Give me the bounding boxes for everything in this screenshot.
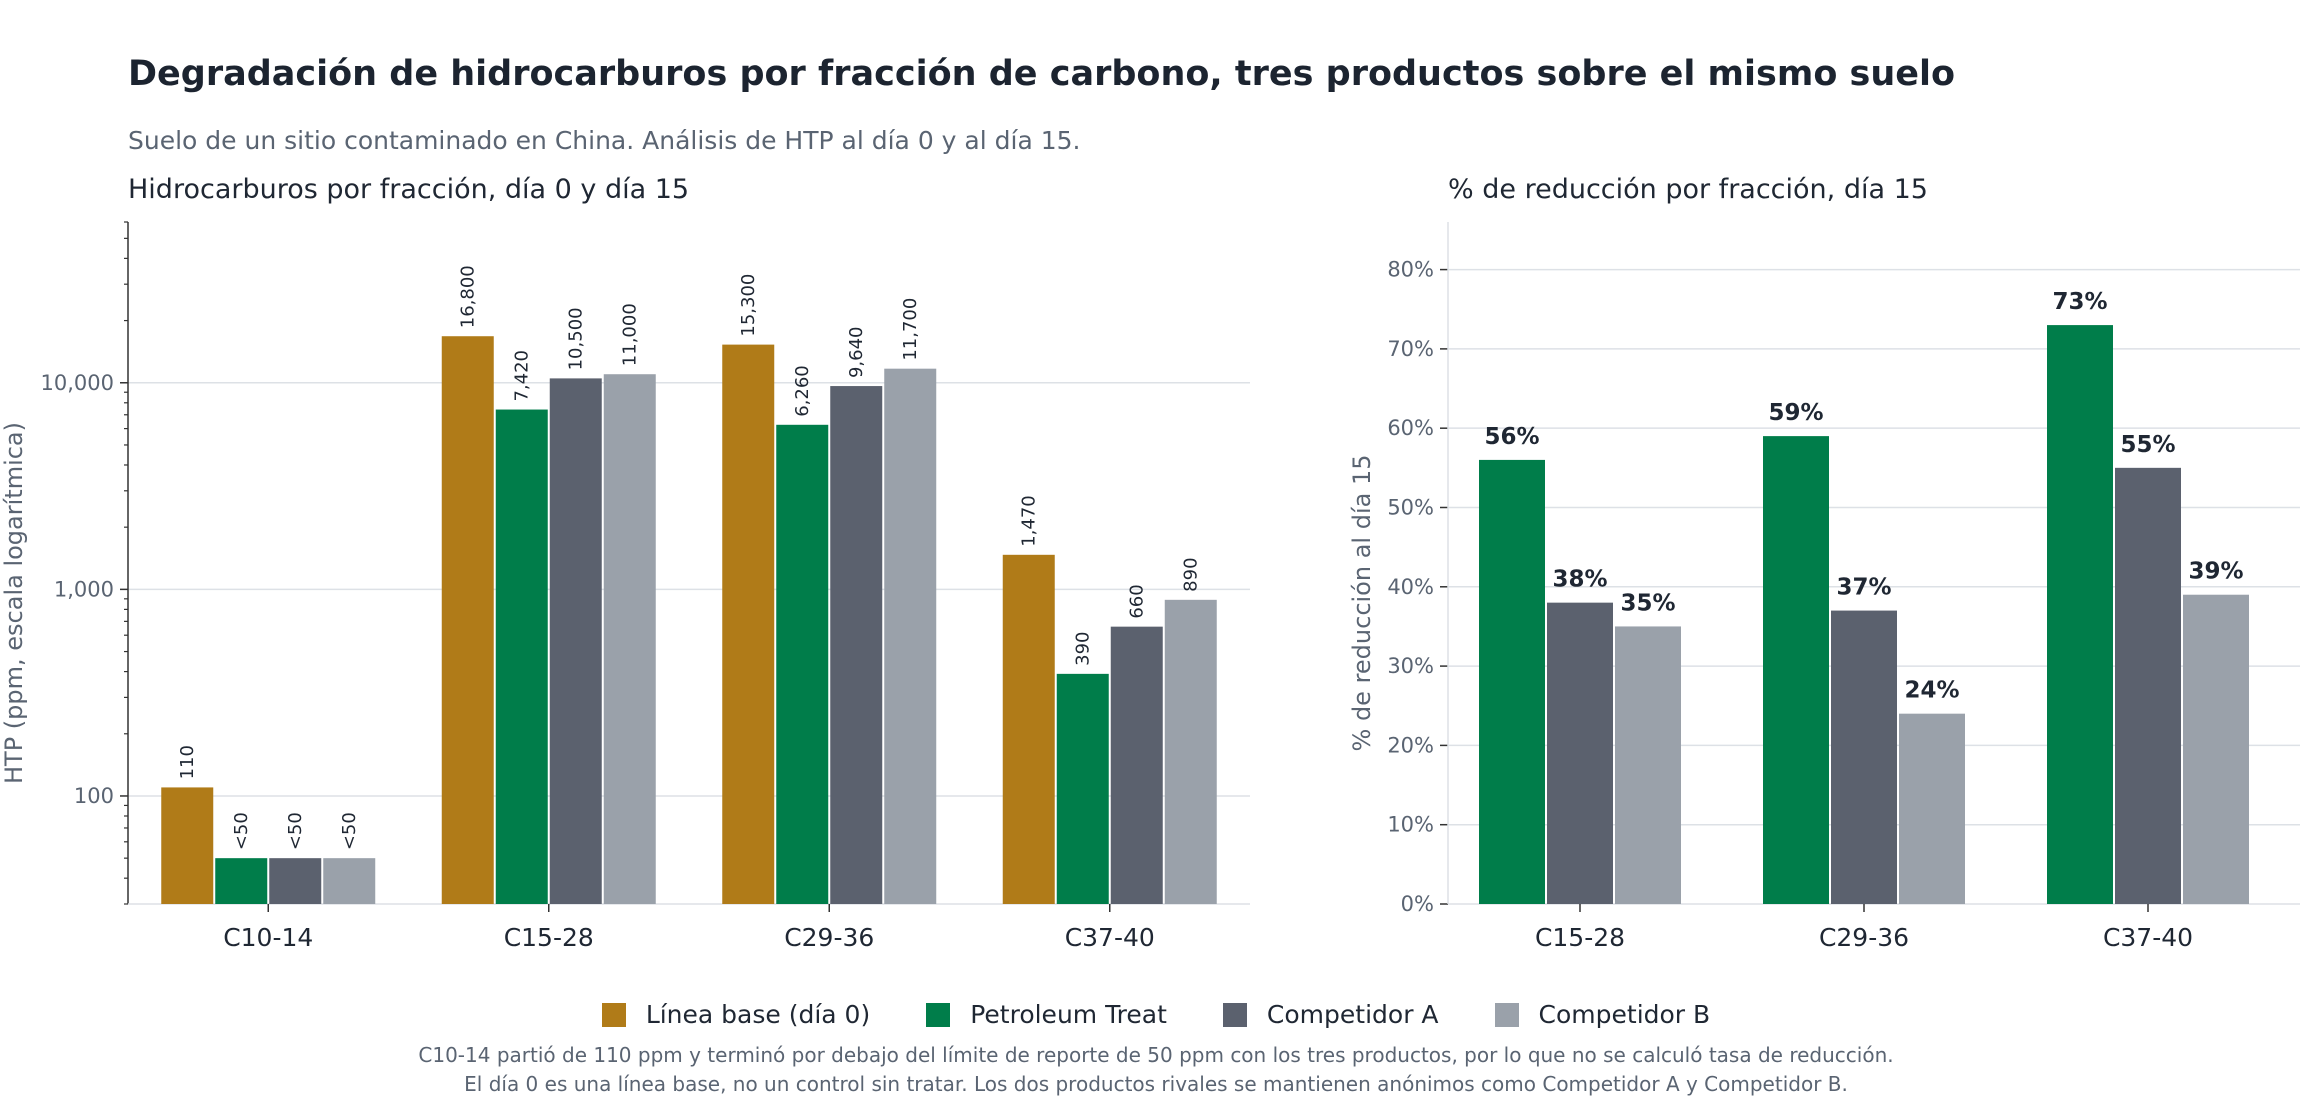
- right-x-tick-label-c37-40: C37-40: [2103, 923, 2193, 952]
- left-bar-label-c37-40-competidor-a: 660: [1127, 584, 1148, 618]
- right-bar-label-c29-36-petroleum-treat: 59%: [1768, 400, 1823, 426]
- legend-item-competitor-a: Competidor A: [1222, 1000, 1439, 1029]
- right-y-axis-label: % de reducción al día 15: [1348, 455, 1376, 752]
- right-bar-c29-36-competidor-a: [1831, 610, 1897, 904]
- right-bar-c15-28-competidor-a: [1547, 602, 1613, 904]
- left-x-tick-label-c37-40: C37-40: [1065, 923, 1155, 952]
- left-bar-c10-14-competidor-a: [269, 858, 322, 904]
- left-bar-c37-40-competidor-a: [1110, 626, 1163, 904]
- legend-swatch-petroleum-treat: [926, 1002, 951, 1027]
- right-y-tick-label: 10%: [1387, 813, 1434, 837]
- left-bar-c29-36-competidor-a: [830, 386, 883, 904]
- left-y-axis-label: HTP (ppm, escala logarítmica): [0, 422, 28, 784]
- left-bar-label-c15-28-competidor-a: 10,500: [566, 307, 587, 370]
- left-x-tick-label-c10-14: C10-14: [223, 923, 313, 952]
- chart-subtitle: Suelo de un sitio contaminado en China. …: [128, 126, 1081, 155]
- left-bar-label-c29-36-petroleum-treat: 6,260: [792, 365, 813, 417]
- right-y-tick-label: 30%: [1387, 654, 1434, 678]
- legend-label-baseline: Línea base (día 0): [645, 1000, 871, 1029]
- left-bar-label-c10-14-linea-base-dia-0: 110: [177, 745, 198, 779]
- left-bar-c15-28-competidor-b: [603, 374, 656, 904]
- left-bar-label-c15-28-linea-base-dia-0: 16,800: [458, 265, 479, 328]
- legend: Línea base (día 0) Petroleum Treat Compe…: [0, 1000, 2312, 1029]
- left-panel-title: Hidrocarburos por fracción, día 0 y día …: [128, 174, 689, 205]
- right-bar-label-c29-36-competidor-a: 37%: [1836, 575, 1891, 601]
- footnote-line-2: El día 0 es una línea base, no un contro…: [464, 1072, 1848, 1096]
- legend-label-petroleum-treat: Petroleum Treat: [970, 1000, 1167, 1029]
- left-bar-label-c29-36-competidor-a: 9,640: [846, 327, 867, 379]
- right-bar-label-c15-28-competidor-a: 38%: [1552, 567, 1607, 593]
- left-bar-label-c37-40-linea-base-dia-0: 1,470: [1019, 495, 1040, 547]
- legend-label-competitor-a: Competidor A: [1266, 1000, 1439, 1029]
- right-bar-c37-40-petroleum-treat: [2047, 325, 2113, 904]
- left-bar-c37-40-petroleum-treat: [1056, 673, 1109, 904]
- right-y-tick-label: 40%: [1387, 575, 1434, 599]
- right-x-tick-label-c15-28: C15-28: [1535, 923, 1625, 952]
- left-bar-c29-36-competidor-b: [884, 368, 937, 904]
- left-bar-c29-36-linea-base-dia-0: [722, 344, 775, 904]
- legend-item-competitor-b: Competidor B: [1494, 1000, 1711, 1029]
- left-y-tick-label: 100: [74, 784, 114, 808]
- left-bar-label-c29-36-competidor-b: 11,700: [900, 298, 921, 361]
- right-bar-c37-40-competidor-a: [2115, 467, 2181, 904]
- right-y-tick-label: 20%: [1387, 733, 1434, 757]
- left-bar-c10-14-competidor-b: [323, 858, 376, 904]
- right-bar-label-c37-40-competidor-b: 39%: [2188, 559, 2243, 585]
- left-bar-label-c10-14-petroleum-treat: <50: [231, 812, 252, 850]
- left-x-tick-label-c15-28: C15-28: [504, 923, 594, 952]
- right-bar-label-c29-36-competidor-b: 24%: [1904, 678, 1959, 704]
- left-bar-label-c37-40-petroleum-treat: 390: [1073, 631, 1094, 665]
- footnote-line-1: C10-14 partió de 110 ppm y terminó por d…: [418, 1043, 1894, 1067]
- left-bar-c10-14-petroleum-treat: [215, 858, 268, 904]
- right-bar-label-c37-40-petroleum-treat: 73%: [2052, 289, 2107, 315]
- legend-swatch-competitor-b: [1494, 1002, 1519, 1027]
- right-bar-label-c15-28-petroleum-treat: 56%: [1484, 424, 1539, 450]
- right-bar-label-c37-40-competidor-a: 55%: [2120, 432, 2175, 458]
- right-y-tick-label: 60%: [1387, 416, 1434, 440]
- legend-swatch-baseline: [601, 1002, 626, 1027]
- right-bar-label-c15-28-competidor-b: 35%: [1620, 590, 1675, 616]
- left-bar-label-c10-14-competidor-b: <50: [339, 812, 360, 850]
- left-bar-label-c37-40-competidor-b: 890: [1181, 557, 1202, 591]
- left-bar-c37-40-linea-base-dia-0: [1002, 554, 1055, 904]
- left-bar-label-c29-36-linea-base-dia-0: 15,300: [738, 274, 759, 337]
- right-y-tick-label: 50%: [1387, 495, 1434, 519]
- legend-swatch-competitor-a: [1222, 1002, 1247, 1027]
- right-bar-c15-28-competidor-b: [1615, 626, 1681, 904]
- left-bar-c29-36-petroleum-treat: [776, 424, 829, 904]
- right-bar-c29-36-petroleum-treat: [1763, 436, 1829, 904]
- right-y-tick-label: 80%: [1387, 258, 1434, 282]
- right-bar-c29-36-competidor-b: [1899, 713, 1965, 904]
- right-y-tick-label: 70%: [1387, 337, 1434, 361]
- legend-item-baseline: Línea base (día 0): [601, 1000, 871, 1029]
- right-y-tick-label: 0%: [1401, 892, 1434, 916]
- left-y-tick-label: 1,000: [54, 577, 114, 601]
- right-bar-c15-28-petroleum-treat: [1479, 459, 1545, 904]
- legend-label-competitor-b: Competidor B: [1538, 1000, 1711, 1029]
- right-x-tick-label-c29-36: C29-36: [1819, 923, 1909, 952]
- left-bar-label-c15-28-petroleum-treat: 7,420: [512, 350, 533, 402]
- left-x-tick-label-c29-36: C29-36: [784, 923, 874, 952]
- left-bar-label-c15-28-competidor-b: 11,000: [620, 303, 641, 366]
- left-y-tick-label: 10,000: [41, 371, 114, 395]
- left-bar-c15-28-linea-base-dia-0: [441, 336, 494, 904]
- left-bar-c15-28-competidor-a: [549, 378, 602, 904]
- legend-item-petroleum-treat: Petroleum Treat: [926, 1000, 1167, 1029]
- chart-title: Degradación de hidrocarburos por fracció…: [128, 54, 1956, 94]
- left-bar-c15-28-petroleum-treat: [495, 409, 548, 904]
- right-bar-c37-40-competidor-b: [2183, 594, 2249, 904]
- chart-canvas: Hidrocarburos por fracción, día 0 y día …: [0, 174, 2300, 952]
- left-bar-c37-40-competidor-b: [1164, 599, 1217, 904]
- left-bar-c10-14-linea-base-dia-0: [161, 787, 214, 904]
- left-bar-label-c10-14-competidor-a: <50: [285, 812, 306, 850]
- right-panel-title: % de reducción por fracción, día 15: [1448, 174, 1928, 205]
